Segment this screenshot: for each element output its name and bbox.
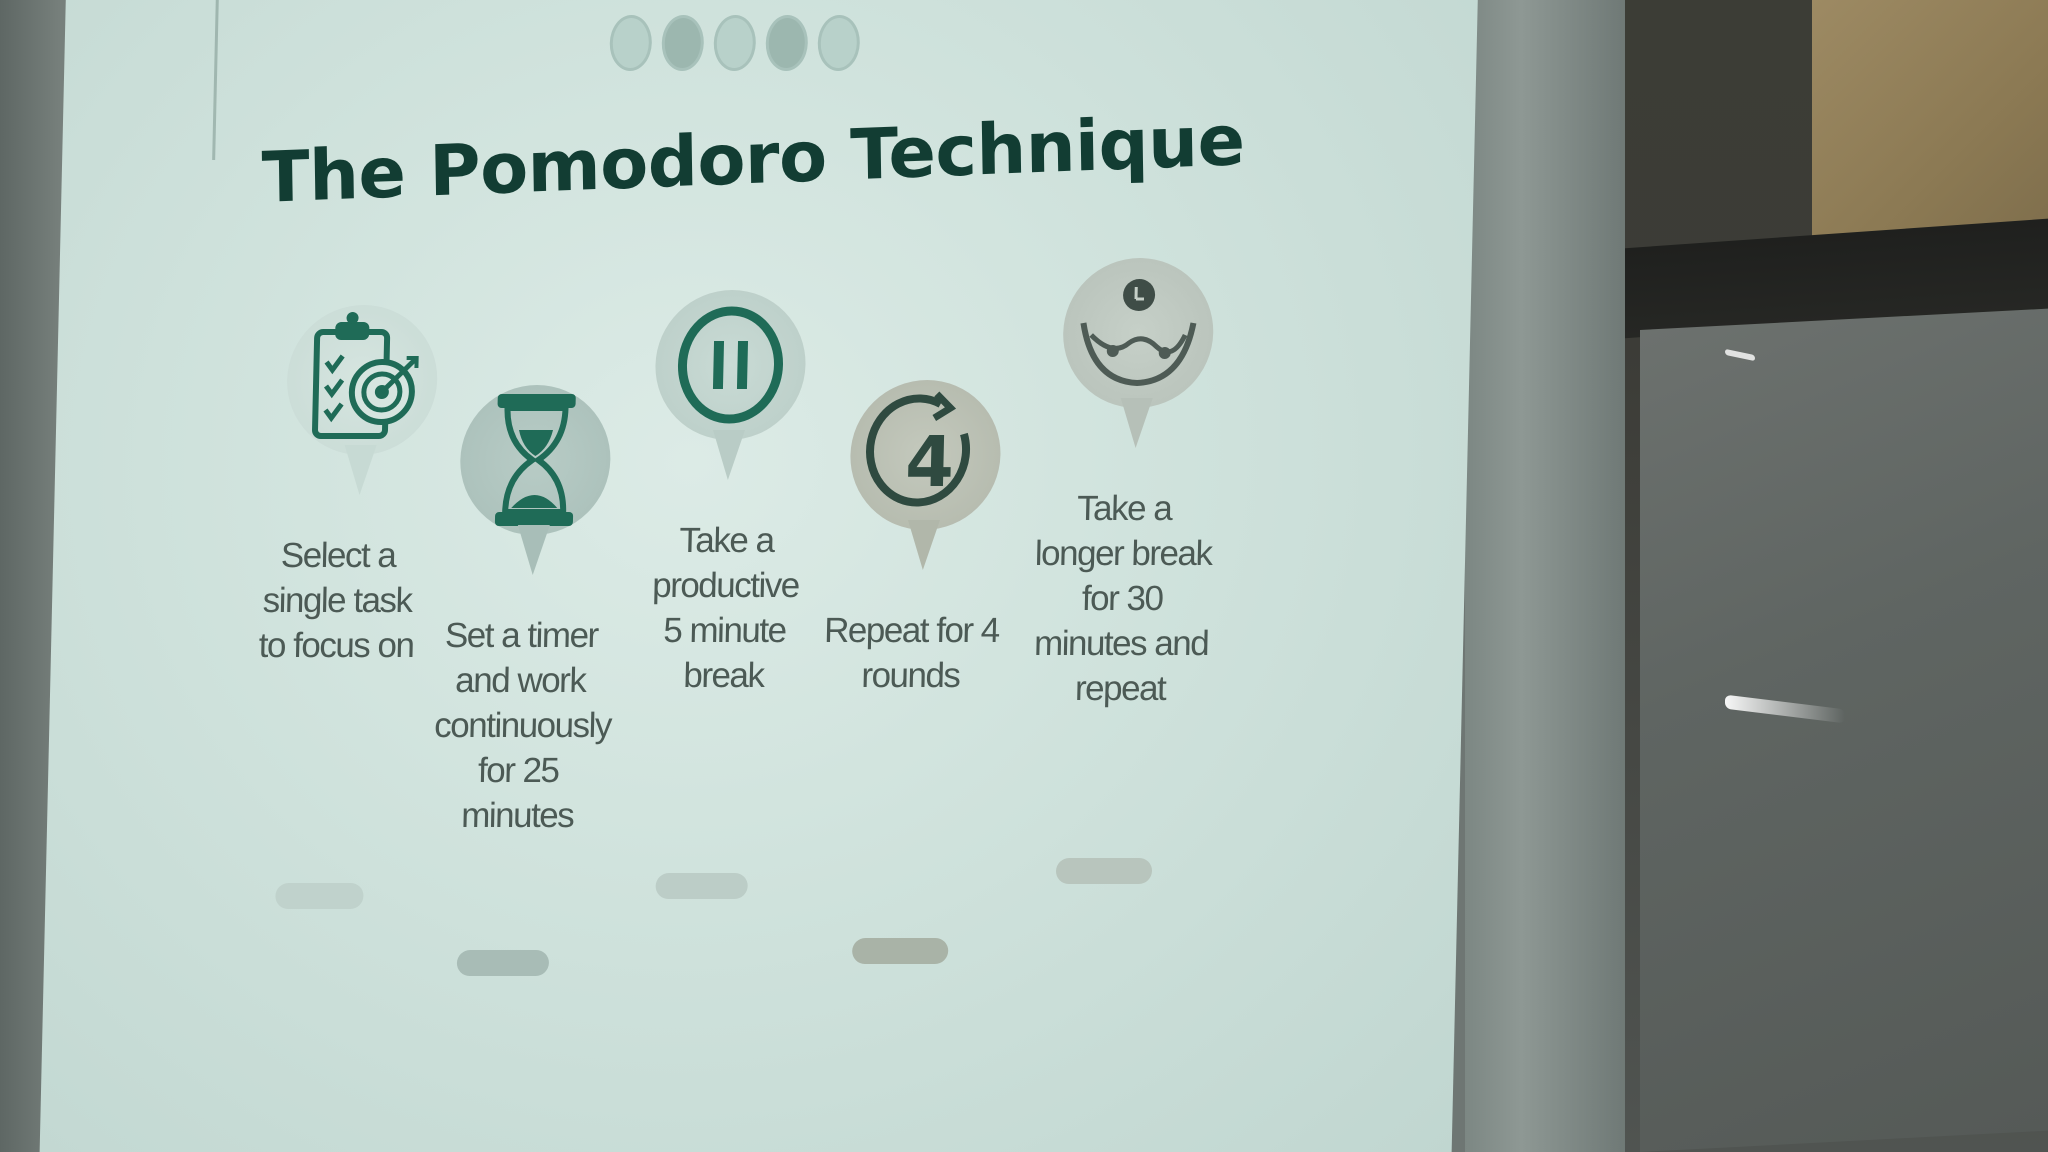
repeat-4-icon: 4: [866, 391, 970, 507]
progress-dot: [661, 15, 705, 71]
pause-icon: [677, 306, 784, 424]
step-pill: [456, 950, 550, 976]
step-pill: [1055, 858, 1153, 884]
step-label: Select a single task to focus on: [258, 536, 414, 665]
step-short-break: Take a productive 5 minute break: [628, 290, 827, 698]
clipboard-target-icon: [312, 312, 419, 439]
pin-tail: [906, 520, 940, 570]
step-pin: [653, 290, 808, 440]
progress-dot: [609, 15, 653, 71]
pin-tail: [516, 525, 550, 575]
step-select-task: Select a single task to focus on: [258, 305, 459, 668]
screen-frame: [1465, 0, 1625, 1152]
hammock-icon: [1080, 279, 1197, 387]
pin-tail: [1119, 398, 1153, 448]
step-pin: [458, 385, 613, 535]
step-pill: [851, 938, 949, 964]
progress-dot: [713, 15, 757, 71]
progress-dot: [765, 15, 809, 71]
step-pin: [1061, 258, 1215, 408]
whiteboard: [1640, 308, 2048, 1152]
slide-edge-line: [212, 0, 219, 160]
step-pin: 4: [848, 380, 1003, 530]
repeat-number: 4: [904, 421, 955, 503]
step-repeat: 4 Repeat for 4 rounds: [824, 380, 1022, 698]
progress-dot: [817, 15, 861, 71]
step-pill: [655, 873, 748, 899]
pin-tail: [711, 430, 746, 480]
step-label: Repeat for 4 rounds: [823, 611, 1000, 695]
slide-title: The Pomodoro Technique: [261, 99, 1246, 219]
step-label: Take a productive 5 minute break: [651, 521, 800, 695]
step-label: Take a longer break for 30 minutes and r…: [1033, 489, 1212, 708]
step-pill: [275, 883, 364, 909]
step-set-timer: Set a timer and work continuously for 25…: [432, 385, 632, 838]
hourglass-icon: [494, 394, 576, 526]
step-long-break: Take a longer break for 30 minutes and r…: [1034, 258, 1235, 711]
projected-slide: The Pomodoro Technique: [39, 0, 1479, 1152]
progress-dots: [609, 15, 861, 71]
step-pin: [285, 305, 439, 455]
pin-tail: [343, 445, 377, 495]
step-label: Set a timer and work continuously for 25…: [433, 616, 612, 835]
